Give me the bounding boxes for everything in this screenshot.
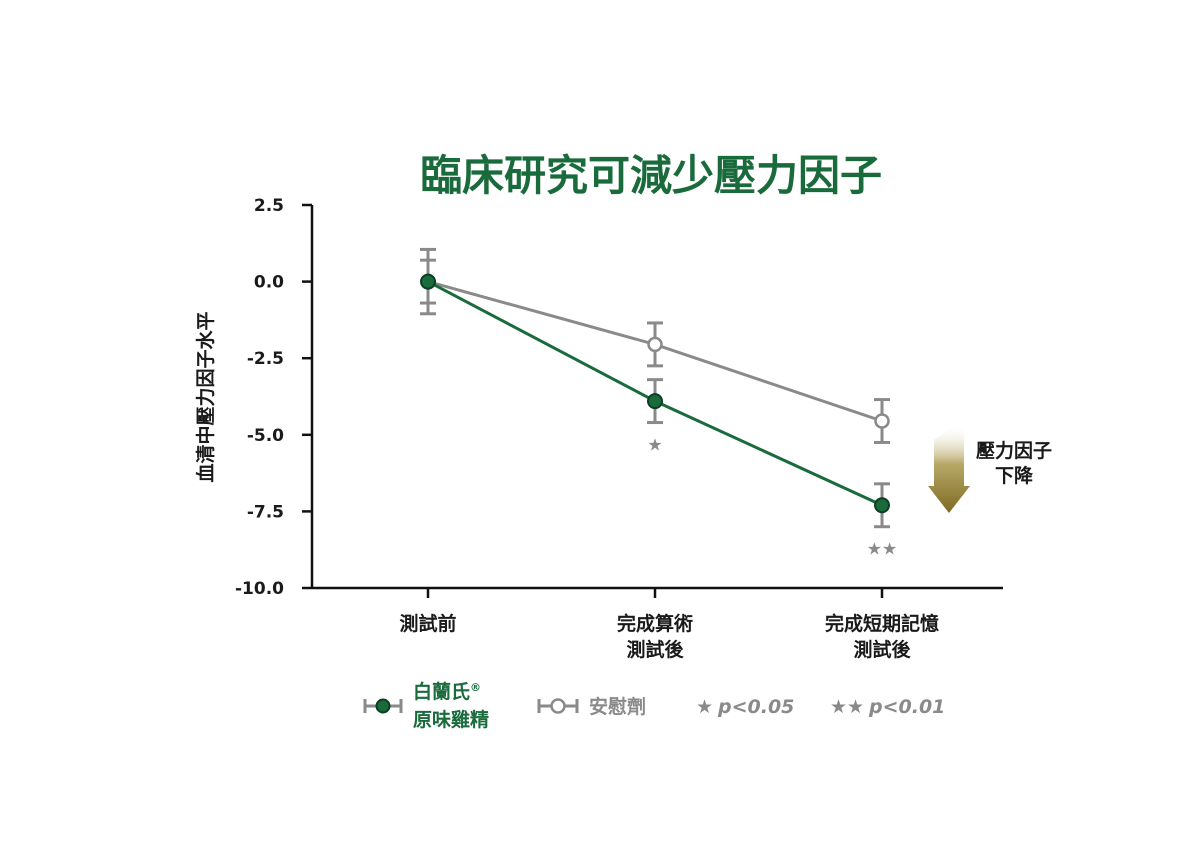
y-tick-label: -2.5 bbox=[247, 349, 284, 369]
legend-label-series-1-line-2: 原味雞精 bbox=[413, 708, 489, 731]
legend: 白蘭氏® 原味雞精 安慰劑 ★ p<0.05 ★★ p<0.01 bbox=[363, 680, 945, 731]
legend-note-p01: ★★ p<0.01 bbox=[830, 696, 945, 718]
data-point bbox=[647, 336, 663, 353]
significance-star-icon: ★★ bbox=[867, 540, 897, 560]
legend-note-p01-label: p<0.01 bbox=[868, 696, 945, 718]
registered-mark: ® bbox=[470, 681, 481, 694]
filled-circle-marker-icon bbox=[375, 698, 391, 714]
double-star-icon: ★★ bbox=[830, 696, 864, 718]
x-tick-label: 完成短期記憶 bbox=[825, 612, 939, 635]
legend-note-p05: ★ p<0.05 bbox=[696, 696, 794, 718]
annotation-line-2: 下降 bbox=[995, 464, 1034, 487]
legend-series-1-line-1: 白蘭氏 bbox=[413, 680, 470, 703]
data-point bbox=[874, 413, 890, 429]
legend-label-series-2: 安慰劑 bbox=[589, 695, 646, 718]
y-tick-label: -7.5 bbox=[247, 502, 284, 522]
y-axis-label: 血清中壓力因子水平 bbox=[194, 311, 217, 482]
legend-item-series-1: 白蘭氏® 原味雞精 bbox=[363, 680, 489, 731]
x-tick-label: 測試前 bbox=[399, 612, 456, 635]
data-point bbox=[420, 273, 436, 290]
legend-item-series-2: 安慰劑 bbox=[537, 695, 646, 718]
annotation-line-1: 壓力因子 bbox=[976, 439, 1052, 462]
stress-drop-annotation: 壓力因子 下降 bbox=[928, 424, 1052, 513]
open-circle-marker-icon bbox=[550, 698, 566, 714]
y-tick-label: 2.5 bbox=[254, 196, 284, 216]
series-layer: ★★★ bbox=[420, 247, 897, 560]
legend-note-p05-label: p<0.05 bbox=[717, 696, 794, 718]
x-tick-label: 測試後 bbox=[626, 638, 684, 661]
significance-star-icon: ★ bbox=[647, 436, 662, 456]
x-tick-label: 完成算術 bbox=[617, 612, 693, 635]
y-tick-label: -10.0 bbox=[235, 579, 284, 599]
star-icon: ★ bbox=[696, 696, 713, 718]
legend-label-series-1: 白蘭氏® bbox=[413, 680, 481, 703]
y-tick-label: -5.0 bbox=[247, 426, 284, 446]
down-arrow-icon bbox=[928, 424, 970, 513]
series-1: ★★★ bbox=[420, 258, 897, 560]
y-tick-label: 0.0 bbox=[254, 273, 284, 293]
x-tick-label: 測試後 bbox=[853, 638, 911, 661]
chart-title: 臨床研究可減少壓力因子 bbox=[420, 151, 882, 200]
data-point bbox=[874, 497, 890, 514]
y-ticks: 2.5 0.0 -2.5 -5.0 -7.5 -10.0 bbox=[235, 196, 312, 599]
data-point bbox=[647, 393, 663, 410]
